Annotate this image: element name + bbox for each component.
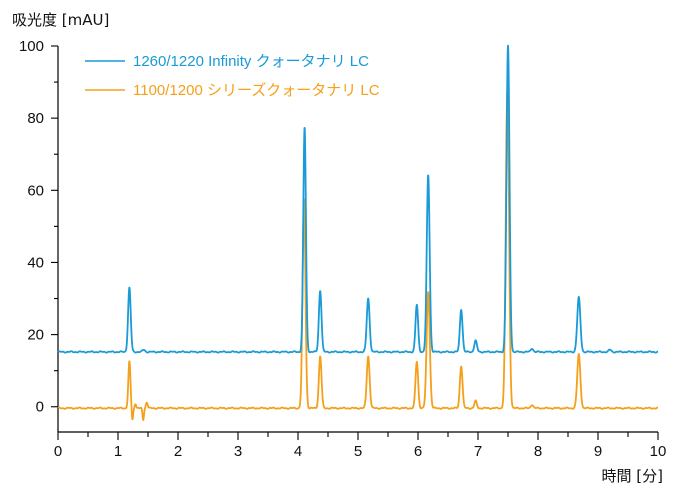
y-tick-label: 40 — [27, 254, 44, 271]
x-tick-label: 1 — [114, 443, 122, 460]
x-tick-label: 8 — [534, 443, 542, 460]
x-tick-label: 2 — [174, 443, 182, 460]
legend-label-1: 1100/1200 シリーズクォータナリ LC — [133, 82, 380, 99]
y-tick-label: 80 — [27, 110, 44, 127]
x-tick-label: 0 — [54, 443, 62, 460]
x-tick-label: 9 — [594, 443, 602, 460]
traces — [57, 44, 659, 421]
x-tick-label: 7 — [474, 443, 482, 460]
x-tick-label: 3 — [234, 443, 242, 460]
y-tick-label: 0 — [36, 399, 44, 416]
y-tick-label: 100 — [19, 38, 44, 55]
series-line-1 — [57, 89, 659, 421]
y-axis-title: 吸光度 [mAU] — [12, 11, 109, 29]
x-tick-label: 10 — [650, 443, 667, 460]
legend: 1260/1220 Infinity クォータナリ LC 1100/1200 シリ… — [85, 53, 380, 99]
legend-label-0: 1260/1220 Infinity クォータナリ LC — [133, 53, 369, 70]
y-tick-label: 20 — [27, 327, 44, 344]
series-line-0 — [57, 44, 659, 354]
x-axis-title: 時間 [分] — [602, 467, 663, 485]
x-tick-label: 4 — [294, 443, 302, 460]
y-tick-label: 60 — [27, 182, 44, 199]
x-tick-label: 6 — [414, 443, 422, 460]
x-tick-label: 5 — [354, 443, 362, 460]
